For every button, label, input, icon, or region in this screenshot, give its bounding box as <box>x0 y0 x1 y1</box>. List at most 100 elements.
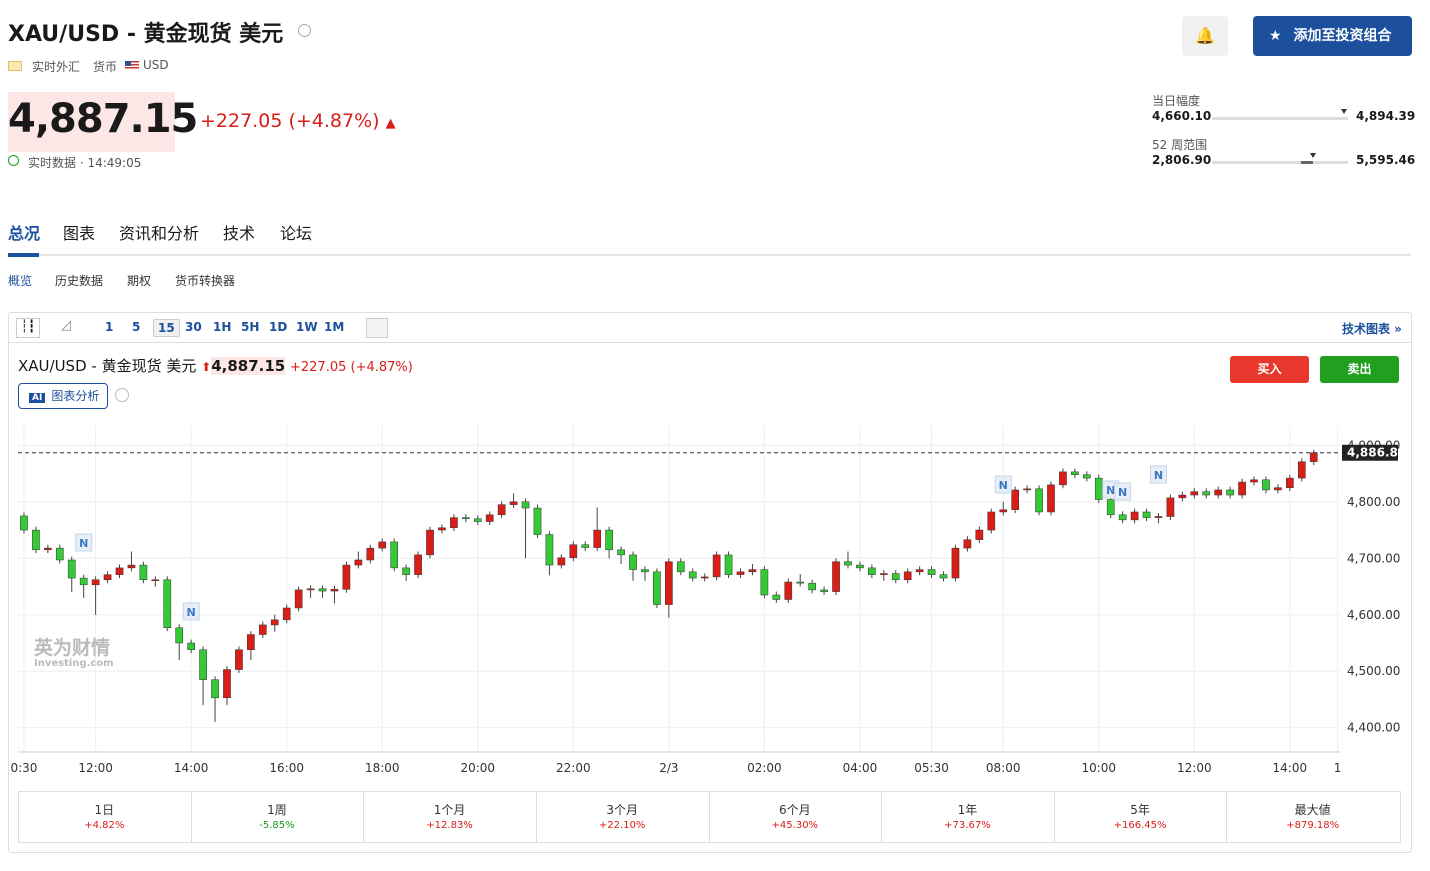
y-tick-label: 4,400.00 <box>1347 721 1400 735</box>
candle-body <box>688 571 697 579</box>
range-fill <box>1301 161 1314 164</box>
up-arrow: ▲ <box>385 116 396 131</box>
news-marker <box>75 533 93 552</box>
interval-button[interactable]: 1D <box>269 320 288 334</box>
performance-cell[interactable]: 1周 -5.85% <box>191 792 365 842</box>
candle-body <box>581 544 590 548</box>
performance-cell[interactable]: 3个月 +22.10% <box>536 792 710 842</box>
candle-body <box>569 544 578 558</box>
period: 1个月 <box>433 803 466 817</box>
chart-name: XAU/USD - 黄金现货 美元 <box>18 357 197 375</box>
range-title: 当日幅度 <box>1152 94 1201 108</box>
candle-body <box>235 649 243 670</box>
subtab[interactable]: 期权 <box>127 274 152 288</box>
candle-body <box>1297 461 1306 479</box>
range-low: 2,806.90 <box>1152 153 1212 167</box>
add-portfolio-button[interactable]: ★ 添加至投资组合 <box>1253 16 1412 56</box>
x-tick-label: 12:00 <box>1177 761 1212 775</box>
add-portfolio-label: 添加至投资组合 <box>1293 28 1392 44</box>
candle-body <box>1082 474 1091 479</box>
period-change: +12.83% <box>426 820 473 831</box>
candle-body <box>1142 511 1151 518</box>
candle-body <box>951 547 960 579</box>
ai-info-icon[interactable] <box>115 388 129 402</box>
news-marker <box>994 475 1012 494</box>
layout-button[interactable] <box>366 318 388 338</box>
candle-body <box>665 561 673 605</box>
subtab[interactable]: 概览 <box>8 274 33 288</box>
candle-body <box>378 541 387 549</box>
candle-body <box>1047 484 1055 513</box>
candle-body <box>1154 516 1163 518</box>
performance-cell[interactable]: 1个月 +12.83% <box>363 792 537 842</box>
range-marker <box>1310 153 1317 158</box>
range-low: 4,660.10 <box>1152 109 1212 123</box>
candle-body <box>557 557 566 566</box>
candle-body <box>497 504 506 516</box>
news-marker-label: N <box>79 537 88 550</box>
candle-body <box>175 627 184 644</box>
performance-cell[interactable]: 1年 +73.67% <box>881 792 1055 842</box>
candle-body <box>1202 491 1211 496</box>
candle-body <box>1106 499 1115 516</box>
tab[interactable]: 技术 <box>223 224 256 243</box>
ai-button[interactable]: AI 图表分析 <box>18 383 108 409</box>
candle-type-button[interactable]: ┆┇ <box>16 318 40 338</box>
interval-button[interactable]: 30 <box>185 320 202 334</box>
candle-body <box>700 576 709 579</box>
alert-button[interactable]: 🔔 <box>1182 16 1228 56</box>
performance-cell[interactable]: 5年 +166.45% <box>1054 792 1228 842</box>
tab[interactable]: 论坛 <box>280 224 313 243</box>
candle-body <box>963 539 972 549</box>
interval-button[interactable]: 5H <box>241 320 260 334</box>
interval-button[interactable]: 1 <box>105 320 114 334</box>
candle-body <box>318 588 327 592</box>
candle-body <box>270 619 279 626</box>
period: 最大値 <box>1294 803 1331 817</box>
range-marker <box>1340 109 1347 114</box>
currency[interactable]: USD <box>143 58 169 72</box>
candle-body <box>79 577 88 586</box>
buy-button[interactable]: 买入 <box>1230 356 1309 383</box>
area-type-button[interactable]: ◿ <box>61 318 71 333</box>
candle-body <box>223 669 231 699</box>
x-tick-label: 02:00 <box>747 761 782 775</box>
candle-body <box>1130 511 1139 521</box>
title: XAU/USD - 黄金现货 美元 <box>8 22 284 47</box>
news-marker-label: N <box>1118 486 1127 499</box>
info-icon[interactable] <box>298 24 311 37</box>
period: 1日 <box>94 803 115 817</box>
interval-button[interactable]: 1W <box>296 320 318 334</box>
clock-icon <box>8 155 19 166</box>
candle-body <box>796 581 805 584</box>
period: 6个月 <box>778 803 811 817</box>
subtab[interactable]: 货币转换器 <box>175 274 236 288</box>
period: 1周 <box>267 803 287 817</box>
candle-body <box>342 564 351 590</box>
candle-body <box>545 534 554 566</box>
performance-cell[interactable]: 6个月 +45.30% <box>709 792 883 842</box>
candle-body <box>402 567 410 575</box>
candle-body <box>127 564 136 569</box>
chart-price: 4,887.15 <box>211 357 286 375</box>
interval-button[interactable]: 1H <box>213 320 232 334</box>
change: +227.05 (+4.87%) ▲ <box>200 110 396 132</box>
x-tick-label: 08:00 <box>986 761 1021 775</box>
interval-button[interactable]: 1M <box>324 320 345 334</box>
performance-cell[interactable]: 1日 +4.82% <box>18 792 192 842</box>
tech-chart-link[interactable]: 技术图表 » <box>1342 322 1402 336</box>
candle-body <box>844 561 852 566</box>
range-bar <box>1212 117 1348 120</box>
tab[interactable]: 总况 <box>8 224 41 243</box>
tab[interactable]: 图表 <box>63 224 96 243</box>
watermark-sub: Investing.com <box>34 658 114 669</box>
tab[interactable]: 资讯和分析 <box>119 224 200 243</box>
interval-button[interactable]: 5 <box>132 320 141 334</box>
change-pct: (+4.87%) <box>288 110 380 132</box>
subtab[interactable]: 历史数据 <box>55 274 104 288</box>
candle-body <box>736 571 745 575</box>
performance-cell[interactable]: 最大値 +879.18% <box>1226 792 1399 842</box>
sell-button[interactable]: 卖出 <box>1320 356 1399 383</box>
interval-button[interactable]: 15 <box>153 319 180 337</box>
